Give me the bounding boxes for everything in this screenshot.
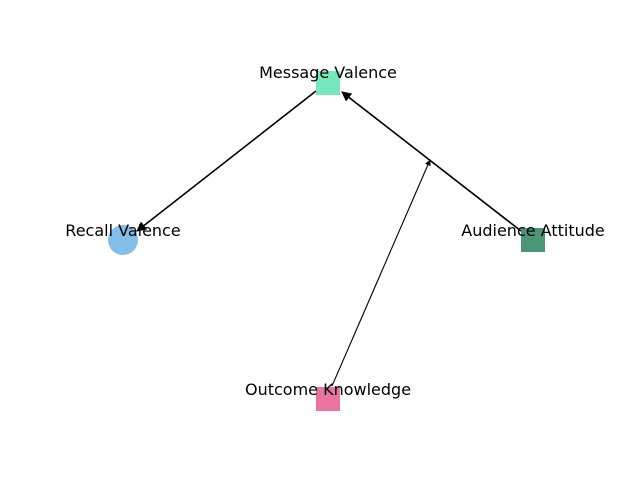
- node-message-valence[interactable]: [316, 71, 340, 95]
- edge-audience-attitude-to-message-valence: [341, 91, 522, 232]
- node-label-outcome-knowledge: Outcome Knowledge: [245, 380, 411, 399]
- node-label-message-valence: Message Valence: [259, 63, 397, 82]
- node-label-audience-attitude: Audience Attitude: [461, 221, 604, 240]
- node-recall-valence[interactable]: [108, 225, 138, 255]
- node-outcome-knowledge[interactable]: [316, 387, 340, 411]
- edge-outcome-knowledge-to-edge-midpoint: [331, 159, 431, 387]
- node-audience-attitude[interactable]: [521, 228, 545, 252]
- edge-message-valence-to-recall-valence: [136, 90, 317, 232]
- node-label-recall-valence: Recall Valence: [65, 221, 180, 240]
